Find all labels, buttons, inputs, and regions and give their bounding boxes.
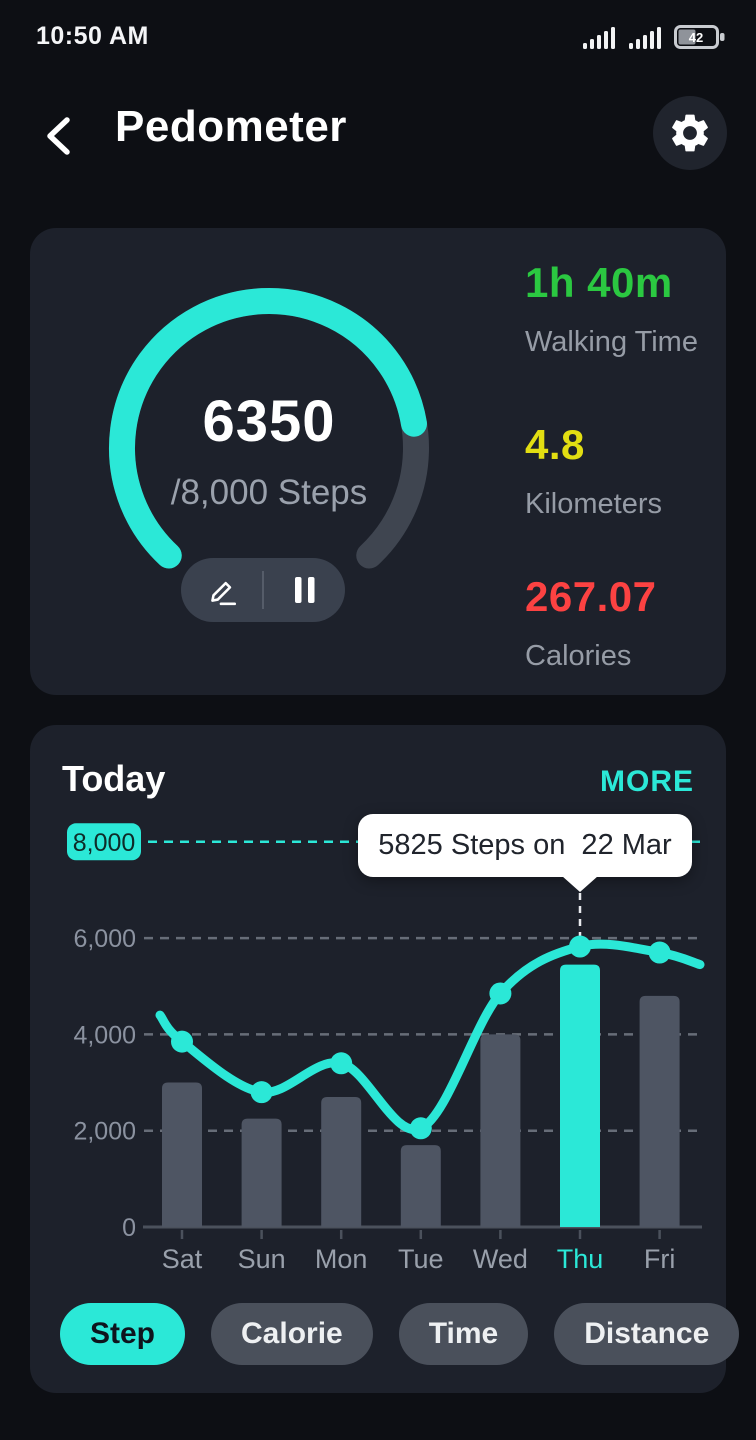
filter-time-button[interactable]: Time: [398, 1303, 529, 1365]
svg-text:2,000: 2,000: [73, 1118, 136, 1146]
filter-distance-button[interactable]: Distance: [554, 1303, 740, 1365]
calories-value: 267.07: [525, 573, 657, 620]
filter-calorie-button[interactable]: Calorie: [211, 1303, 373, 1365]
gauge-action-pill: [181, 558, 345, 622]
stat-walking-time: 1h 40m Walking Time: [525, 259, 725, 358]
filter-step-button[interactable]: Step: [60, 1303, 186, 1365]
edit-goal-button[interactable]: [181, 558, 262, 622]
steps-week-chart[interactable]: 0 2,000 4,000 6,000 8,000 Sat Sun Mon Tue Wed Thu F…: [30, 820, 726, 1290]
battery-percent: 42: [689, 30, 703, 45]
svg-text:Tue: Tue: [398, 1244, 444, 1274]
today-chart-card: Today MORE 0 2,000 4,000 6,000 8,000 Sat Sun Mo…: [30, 725, 740, 1393]
svg-text:4,000: 4,000: [73, 1021, 136, 1049]
svg-text:Thu: Thu: [557, 1244, 604, 1274]
svg-text:Sat: Sat: [162, 1244, 203, 1274]
step-goal-card: 6350 /8,000 Steps 1h 40m Walking Time 4.…: [30, 228, 726, 695]
clock-time: 10:50 AM: [36, 22, 149, 50]
calories-label: Calories: [525, 640, 632, 672]
page-title: Pedometer: [115, 102, 347, 151]
step-progress-gauge: [109, 288, 429, 569]
pencil-icon: [210, 581, 236, 606]
svg-text:0: 0: [122, 1214, 136, 1242]
chart-tooltip: 5825 Steps on 22 Mar: [358, 814, 692, 892]
chart-tooltip-text: 5825 Steps on 22 Mar: [378, 829, 672, 861]
stat-kilometers: 4.8 Kilometers: [525, 421, 725, 520]
kilometers-label: Kilometers: [525, 488, 662, 520]
walking-time-label: Walking Time: [525, 326, 698, 358]
battery-icon: 42: [674, 25, 725, 49]
pill-divider: [262, 571, 264, 609]
pause-button[interactable]: [264, 558, 345, 622]
svg-text:Wed: Wed: [473, 1244, 528, 1274]
tooltip-pointer: [562, 876, 598, 892]
metric-filter-group: Step Calorie Time Distance: [60, 1303, 740, 1365]
svg-text:Mon: Mon: [315, 1244, 368, 1274]
more-button[interactable]: MORE: [600, 765, 694, 798]
today-title: Today: [62, 758, 166, 799]
svg-text:Sun: Sun: [238, 1244, 286, 1274]
pause-icon: [294, 577, 314, 603]
app-header: Pedometer: [0, 92, 756, 176]
steps-goal-label: /8,000 Steps: [170, 473, 368, 512]
current-steps-count: 6350: [202, 389, 336, 454]
back-button[interactable]: [34, 110, 86, 162]
svg-text:Fri: Fri: [644, 1244, 675, 1274]
status-bar: 10:50 AM 42: [0, 0, 756, 72]
signal-icon-sim1: [583, 27, 615, 49]
chevron-left-icon: [47, 117, 70, 155]
kilometers-value: 4.8: [525, 421, 585, 468]
walking-time-value: 1h 40m: [525, 259, 673, 306]
svg-text:6,000: 6,000: [73, 925, 136, 953]
stat-calories: 267.07 Calories: [525, 573, 725, 672]
svg-text:8,000: 8,000: [73, 829, 136, 857]
settings-button[interactable]: [653, 96, 727, 170]
gear-icon: [672, 114, 708, 152]
signal-icon-sim2: [629, 27, 661, 49]
